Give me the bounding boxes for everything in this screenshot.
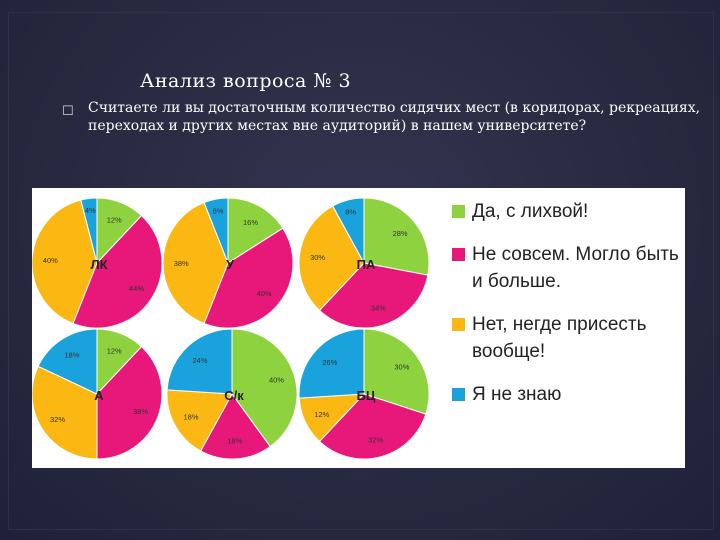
pie-3-data-label-2: 34% <box>371 304 386 313</box>
pie-1-slice-4 <box>80 197 98 264</box>
pie-6-slice-1 <box>363 328 430 415</box>
pie-1-slice-3 <box>32 199 98 325</box>
checkbox-bullet-icon: ☐ <box>62 103 74 118</box>
pie-5-slice-1 <box>231 328 298 448</box>
pie-1-slice-2 <box>72 214 163 329</box>
pie-2-name: У <box>226 257 235 272</box>
pie-2-slice-4 <box>203 197 229 264</box>
pie-5-data-label-1: 40% <box>269 376 284 385</box>
pie-4-slice-2 <box>96 345 163 460</box>
legend-swatch-4 <box>452 388 465 401</box>
pie-6-data-label-1: 30% <box>394 363 409 372</box>
legend-item-2: Не совсем. Могло быть и больше. <box>450 241 682 295</box>
pie-2-slice-3 <box>162 201 229 325</box>
pie-3-slice-3 <box>298 205 365 312</box>
pie-1-data-label-4: 4% <box>85 206 96 215</box>
pie-2-slice-1 <box>227 197 284 264</box>
slide-frame <box>8 12 714 530</box>
pie-5-data-label-3: 18% <box>183 413 198 422</box>
pie-4-slice-3 <box>32 365 98 460</box>
pie-2-data-label-1: 16% <box>243 218 258 227</box>
legend-swatch-1 <box>452 205 465 218</box>
pie-5-slice-3 <box>166 389 233 452</box>
pie-charts: 12% 44% 40% 4% ЛК 16% 40% 38% 6% У 28% 34% 30% 8% ПА 12… <box>32 197 430 460</box>
legend-item-1: Да, с лихвой! <box>450 198 682 225</box>
legend-item-3: Нет, негде присесть вообще! <box>450 311 682 365</box>
pie-6-data-label-4: 26% <box>322 358 337 367</box>
pie-5: 40% 18% 18% 24% С/к <box>166 328 298 460</box>
pie-4-data-label-3: 32% <box>50 415 65 424</box>
pie-4-data-label-4: 18% <box>64 351 79 360</box>
pie-2: 16% 40% 38% 6% У <box>162 197 294 329</box>
pie-6-name: БЦ <box>357 388 376 403</box>
pie-3-data-label-4: 8% <box>345 207 356 216</box>
pie-1-name: ЛК <box>90 257 107 272</box>
pie-4-data-label-2: 38% <box>133 407 148 416</box>
pie-4-data-label-1: 12% <box>107 347 122 356</box>
pie-3-data-label-3: 30% <box>310 253 325 262</box>
pie-5-name: С/к <box>224 388 244 403</box>
pie-3-data-label-1: 28% <box>393 229 408 238</box>
pie-6-slice-2 <box>318 393 427 460</box>
slide-title: Анализ вопроса № 3 <box>140 70 352 92</box>
pie-2-slice-2 <box>203 227 294 329</box>
pie-5-slice-4 <box>166 328 233 395</box>
pie-1-data-label-1: 12% <box>107 216 122 225</box>
legend-swatch-3 <box>452 318 465 331</box>
pie-4: 12% 38% 32% 18% А <box>32 328 163 460</box>
legend-swatch-2 <box>452 248 465 261</box>
pie-5-data-label-4: 24% <box>192 356 207 365</box>
pie-4-slice-4 <box>37 328 98 395</box>
pie-6: 30% 32% 12% 26% БЦ <box>298 328 430 460</box>
chart-legend: Да, с лихвой! Не совсем. Могло быть и бол… <box>450 198 682 424</box>
pie-1: 12% 44% 40% 4% ЛК <box>32 197 163 329</box>
legend-item-4: Я не знаю <box>450 381 682 408</box>
pie-3-slice-4 <box>332 197 365 264</box>
pie-2-data-label-4: 6% <box>213 207 224 216</box>
pie-1-data-label-3: 40% <box>43 256 58 265</box>
pie-3-slice-2 <box>318 262 429 329</box>
question-text: Считаете ли вы достаточным количество си… <box>88 100 701 134</box>
pie-3-name: ПА <box>357 257 376 272</box>
pie-5-data-label-2: 18% <box>227 437 242 446</box>
legend-label-1: Да, с лихвой! <box>472 201 589 222</box>
pie-4-name: А <box>94 388 104 403</box>
legend-label-3: Нет, негде присесть вообще! <box>472 314 647 362</box>
pie-5-slice-2 <box>200 393 271 460</box>
pie-2-data-label-2: 40% <box>257 289 272 298</box>
pie-3-slice-1 <box>363 197 430 276</box>
pie-1-data-label-2: 44% <box>129 284 144 293</box>
pie-6-data-label-3: 12% <box>314 410 329 419</box>
pie-6-slice-4 <box>298 328 365 399</box>
chart-panel: 12% 44% 40% 4% ЛК 16% 40% 38% 6% У 28% 34% 30% 8% ПА 12… <box>32 188 685 468</box>
pie-6-data-label-2: 32% <box>368 435 383 444</box>
pie-3: 28% 34% 30% 8% ПА <box>298 197 430 329</box>
legend-label-4: Я не знаю <box>472 384 562 405</box>
pie-2-data-label-3: 38% <box>174 259 189 268</box>
legend-label-2: Не совсем. Могло быть и больше. <box>472 244 679 292</box>
